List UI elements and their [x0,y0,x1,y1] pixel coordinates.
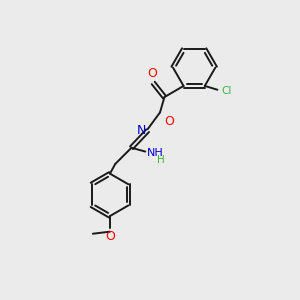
Text: O: O [164,115,174,128]
Text: O: O [147,67,157,80]
Text: N: N [137,124,146,136]
Text: Cl: Cl [221,86,231,96]
Text: H: H [158,154,165,164]
Text: NH: NH [147,148,164,158]
Text: O: O [105,230,115,243]
